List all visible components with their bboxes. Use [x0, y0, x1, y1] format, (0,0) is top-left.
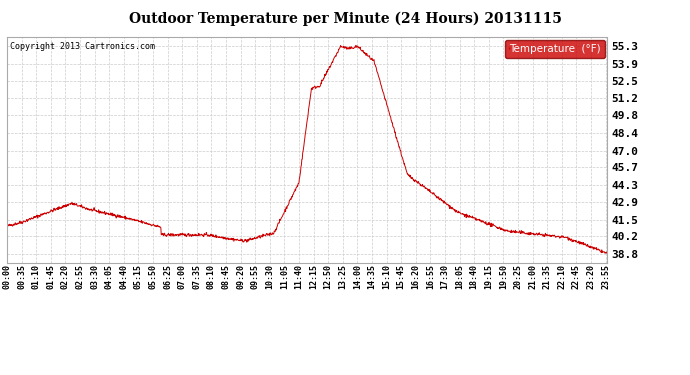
Text: Outdoor Temperature per Minute (24 Hours) 20131115: Outdoor Temperature per Minute (24 Hours…	[128, 11, 562, 26]
Legend: Temperature  (°F): Temperature (°F)	[505, 40, 605, 58]
Text: Copyright 2013 Cartronics.com: Copyright 2013 Cartronics.com	[10, 42, 155, 51]
